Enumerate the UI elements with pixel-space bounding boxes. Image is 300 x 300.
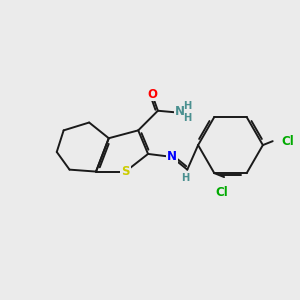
Text: N: N [174, 105, 184, 118]
Text: Cl: Cl [216, 186, 229, 199]
Text: H: H [181, 173, 190, 184]
Text: H: H [183, 101, 191, 111]
Text: H: H [183, 112, 191, 123]
Text: N: N [167, 150, 177, 164]
Text: Cl: Cl [281, 135, 294, 148]
Text: O: O [147, 88, 157, 100]
Text: S: S [121, 165, 130, 178]
